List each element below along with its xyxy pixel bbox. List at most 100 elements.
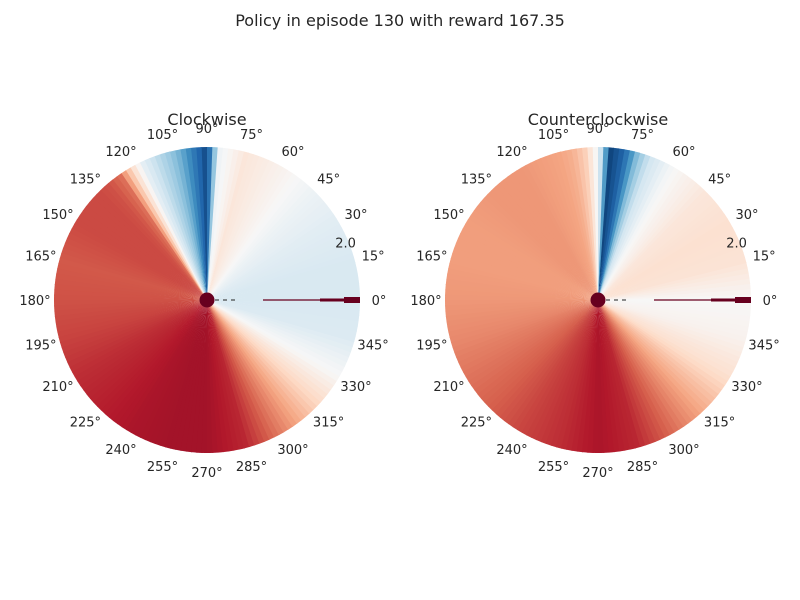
theta-tick-label: 45° <box>317 172 340 187</box>
heatmap-wedge <box>507 173 598 300</box>
heatmap-wedge <box>207 300 345 372</box>
heatmap-wedge <box>490 186 598 300</box>
heatmap-wedge <box>560 300 598 450</box>
heatmap-wedge <box>450 252 598 300</box>
heatmap-wedge <box>598 300 716 403</box>
heatmap-wedge <box>582 300 598 453</box>
heatmap-wedge <box>598 300 689 427</box>
heatmap-wedge <box>64 237 208 300</box>
heatmap-wedge <box>445 289 598 300</box>
plot-title-clockwise: Clockwise <box>167 110 246 129</box>
theta-tick-label: 330° <box>340 380 371 395</box>
theta-tick-label: 15° <box>362 250 385 265</box>
theta-tick-label: 30° <box>735 208 758 223</box>
heatmap-wedge <box>598 218 731 300</box>
heatmap-wedge <box>80 300 207 391</box>
theta-tick-label: 165° <box>25 250 56 265</box>
heatmap-wedge <box>512 300 598 431</box>
heatmap-wedge <box>207 196 325 300</box>
heatmap-wedge <box>598 155 656 300</box>
theta-tick-label: 180° <box>19 294 50 309</box>
heatmap-wedge <box>508 300 598 428</box>
heatmap-wedge <box>207 300 311 418</box>
theta-tick-label: 225° <box>70 416 101 431</box>
heatmap-wedge <box>207 147 218 300</box>
heatmap-wedge <box>503 300 598 425</box>
heatmap-wedge <box>164 300 207 449</box>
heatmap-wedge <box>103 182 207 300</box>
heatmap-wedge <box>545 300 598 446</box>
heatmap-wedge <box>598 300 698 421</box>
heatmap-wedge <box>592 300 600 454</box>
heatmap-wedge <box>74 300 207 382</box>
heatmap-wedge <box>598 300 709 411</box>
heatmap-wedge <box>596 146 604 300</box>
heatmap-wedge <box>125 300 207 434</box>
heatmap-wedge <box>207 300 360 316</box>
heatmap-wedge <box>196 300 207 453</box>
heatmap-wedge <box>207 185 314 300</box>
heatmap-wedge <box>207 213 337 300</box>
heatmap-wedge <box>598 300 671 438</box>
heatmap-wedge <box>207 300 318 411</box>
heatmap-wedge <box>598 300 736 372</box>
heatmap-wedge <box>457 232 598 300</box>
theta-tick-label: 210° <box>42 380 73 395</box>
theta-tick-label: 165° <box>416 250 447 265</box>
heatmap-wedge <box>587 300 598 453</box>
heatmap-wedge <box>529 160 598 300</box>
heatmap-wedge <box>598 300 726 390</box>
heatmap-wedge <box>598 300 702 418</box>
heatmap-wedge <box>93 300 207 408</box>
heatmap-wedge <box>207 300 350 363</box>
r-tick-label: 2.0 <box>726 237 747 252</box>
heatmap-wedge <box>207 204 331 300</box>
heatmap-wedge <box>207 300 325 403</box>
pendulum-pivot <box>199 292 215 308</box>
heatmap-wedge <box>77 300 207 387</box>
theta-tick-label: 240° <box>105 443 136 458</box>
heatmap-wedge <box>82 205 207 300</box>
plot-title-counterclockwise: Counterclockwise <box>528 110 668 129</box>
heatmap-wedge <box>54 289 208 300</box>
heatmap-wedge <box>207 300 307 421</box>
heatmap-wedge <box>598 300 744 353</box>
theta-tick-label: 195° <box>416 339 447 354</box>
theta-tick-label: 135° <box>70 172 101 187</box>
heatmap-wedge <box>462 223 598 300</box>
theta-tick-label: 105° <box>147 128 178 143</box>
polar-plot-clockwise: Clockwise 0° 15° 30° 45° 60° 75° 90° 105° 120° 13… <box>19 110 388 481</box>
heatmap-wedge <box>61 247 207 300</box>
theta-tick-label: 30° <box>344 208 367 223</box>
theta-tick-label: 90° <box>586 122 609 137</box>
heatmap-wedge <box>207 300 298 427</box>
heatmap-wedge <box>571 300 598 452</box>
heatmap-wedge <box>207 162 279 300</box>
heatmap-wedge <box>55 273 208 300</box>
heatmap-wedge <box>462 300 598 378</box>
heatmap-wedge <box>598 192 712 300</box>
heatmap-wedge <box>207 152 255 300</box>
heatmap-wedge <box>120 170 207 300</box>
heatmap-wedge <box>516 300 598 434</box>
heatmap-wedge <box>207 200 328 300</box>
theta-tick-label: 180° <box>410 294 441 309</box>
theta-tick-label: 150° <box>42 208 73 223</box>
heatmap-wedge <box>598 147 620 300</box>
heatmap-wedge <box>100 300 207 415</box>
heatmap-wedge <box>180 300 207 452</box>
r-tick-label: 2.0 <box>335 237 356 252</box>
theta-tick-label: 330° <box>731 380 762 395</box>
heatmap-wedge <box>598 300 751 316</box>
heatmap-wedge <box>449 257 598 300</box>
heatmap-wedge <box>598 300 713 407</box>
heatmap-wedge <box>207 192 321 300</box>
heatmap-wedge <box>159 300 207 448</box>
pendulum-tip <box>344 297 360 303</box>
heatmap-wedge <box>576 300 598 453</box>
heatmap-wedge <box>550 300 598 448</box>
heatmap-wedge <box>598 231 738 300</box>
heatmap-wedge <box>598 300 751 322</box>
heatmap-wedge <box>207 182 310 300</box>
heatmap-wedge <box>445 284 598 300</box>
